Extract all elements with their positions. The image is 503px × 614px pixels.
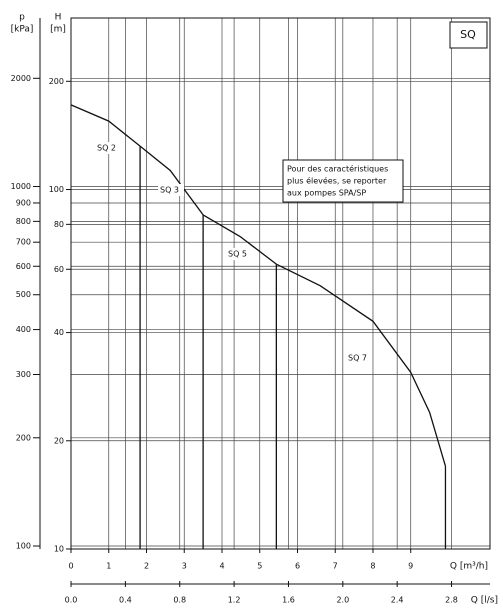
curve-label: SQ 3	[160, 186, 179, 195]
x-tick-label: 7	[333, 562, 338, 571]
pump-curve	[70, 104, 141, 147]
pump-curve	[139, 145, 204, 216]
y-tick-label: 200	[49, 77, 64, 86]
x-tick-label: 3	[182, 562, 187, 571]
x-tick-label: 8	[370, 562, 375, 571]
y-tick-label: 40	[54, 328, 64, 337]
y-tick-label: 10	[54, 545, 64, 554]
x2-tick-label: 2.8	[445, 596, 458, 605]
curve-label: SQ 7	[348, 354, 367, 363]
y2-label: p	[19, 13, 25, 23]
x2-tick-label: 0.0	[65, 596, 78, 605]
badge-box	[449, 21, 488, 49]
x-label: Q [m³/h]	[450, 562, 488, 572]
x2-tick-label: 2.4	[391, 596, 404, 605]
y2-tick-label: 700	[16, 238, 31, 247]
x2-label: Q [l/s]	[471, 596, 498, 606]
note-line: Pour des caractéristiques	[287, 164, 388, 174]
y2-tick-label: 900	[16, 198, 31, 207]
badge: SQ	[460, 28, 476, 41]
x2-tick-label: 1.6	[282, 596, 295, 605]
x-tick-label: 6	[295, 562, 300, 571]
y2-tick-label: 1000	[11, 182, 31, 191]
y2-unit: [kPa]	[11, 25, 34, 35]
x-tick-label: 2	[144, 562, 149, 571]
x2-tick-label: 0.8	[173, 596, 186, 605]
y2-tick-label: 2000	[11, 74, 31, 83]
curve-label: SQ 5	[228, 250, 247, 259]
note-line: plus élevées, se reporter	[287, 176, 387, 186]
y2-tick-label: 200	[16, 433, 31, 442]
note-box	[282, 159, 404, 203]
curve-label-bg	[158, 184, 184, 196]
curve-label-bg	[226, 248, 252, 260]
x-tick-label: 0	[68, 562, 73, 571]
y-unit: [m]	[50, 25, 66, 35]
y-tick-label: 100	[49, 185, 64, 194]
x-tick-label: 9	[408, 562, 413, 571]
y2-tick-label: 100	[16, 542, 31, 551]
y2-tick-label: 600	[16, 262, 31, 271]
x2-tick-label: 2.0	[336, 596, 349, 605]
x2-tick-label: 0.4	[119, 596, 132, 605]
y-tick-label: 60	[54, 265, 64, 274]
y2-tick-label: 500	[16, 290, 31, 299]
note-line: aux pompes SPA/SP	[287, 189, 366, 198]
x-tick-label: 4	[219, 562, 224, 571]
curve-label-bg	[95, 142, 121, 154]
y2-tick-label: 300	[16, 370, 31, 379]
pump-curve	[202, 214, 277, 265]
x2-tick-label: 1.2	[228, 596, 241, 605]
x-tick-label: 1	[106, 562, 111, 571]
y-tick-label: 80	[54, 220, 64, 229]
y2-tick-label: 800	[16, 217, 31, 226]
y2-tick-label: 400	[16, 325, 31, 334]
curve-label-bg	[346, 352, 372, 364]
x-tick-label: 5	[257, 562, 262, 571]
pump-curve	[276, 263, 447, 467]
plot-frame	[70, 17, 491, 550]
y-label: H	[55, 13, 62, 23]
y-tick-label: 20	[54, 436, 64, 445]
curve-label: SQ 2	[97, 144, 116, 153]
